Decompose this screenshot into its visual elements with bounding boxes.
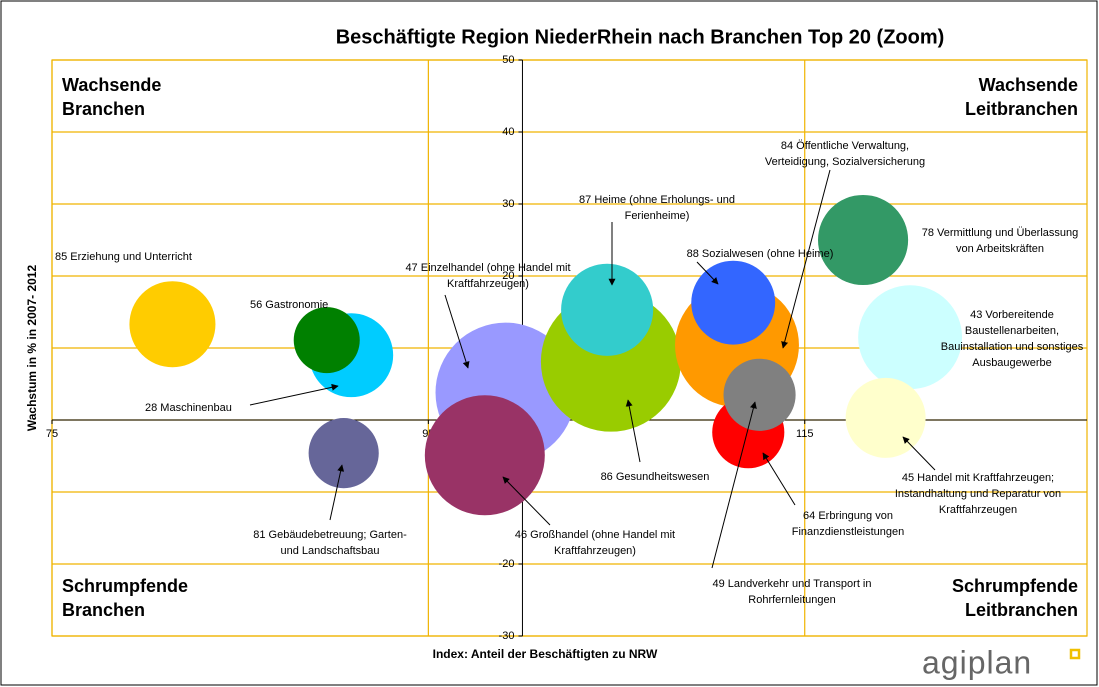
bubble-label: 88 Sozialwesen (ohne Heime) bbox=[687, 248, 834, 260]
bubble-label: Finanzdienstleistungen bbox=[792, 526, 905, 538]
bubble bbox=[818, 194, 909, 286]
bubble-label: 86 Gesundheitswesen bbox=[601, 471, 710, 483]
bubble-label: Verteidigung, Sozialversicherung bbox=[765, 156, 925, 168]
bubble bbox=[723, 358, 796, 431]
arrow bbox=[762, 452, 796, 506]
bubble bbox=[424, 395, 545, 516]
arrow bbox=[711, 401, 757, 569]
bubble bbox=[691, 260, 776, 345]
y-tick-label: 20 bbox=[502, 270, 514, 282]
bubble bbox=[858, 285, 963, 390]
quadrant-label: Branchen bbox=[62, 600, 145, 620]
arrow bbox=[902, 436, 936, 471]
y-tick-label: 50 bbox=[502, 54, 514, 66]
bubble-label: und Landschaftsbau bbox=[280, 545, 379, 557]
bubble-label: Instandhaltung und Reparatur von bbox=[895, 488, 1061, 500]
bubble-label: Baustellenarbeiten, bbox=[965, 325, 1059, 337]
bubble-label: 84 Öffentliche Verwaltung, bbox=[781, 140, 909, 152]
bubble bbox=[308, 418, 379, 489]
y-tick-label: 40 bbox=[502, 126, 514, 138]
bubble-label: 45 Handel mit Kraftfahrzeugen; bbox=[902, 472, 1054, 484]
y-tick-label: -20 bbox=[499, 558, 515, 570]
bubble-label: Rohrfernleitungen bbox=[748, 594, 835, 606]
chart-title: Beschäftigte Region NiederRhein nach Bra… bbox=[336, 26, 945, 48]
logo-icon bbox=[1069, 648, 1081, 660]
arrow bbox=[444, 294, 470, 369]
bubble bbox=[845, 377, 926, 458]
quadrant-label: Wachsende bbox=[979, 75, 1078, 95]
bubble-label: von Arbeitskräften bbox=[956, 243, 1044, 255]
arrow bbox=[329, 464, 345, 521]
quadrant-label: Schrumpfende bbox=[952, 576, 1078, 596]
bubble-label: Kraftfahrzeugen) bbox=[447, 278, 529, 290]
bubble bbox=[129, 281, 216, 368]
y-tick-label: -30 bbox=[499, 630, 515, 642]
bubble bbox=[561, 263, 654, 356]
bubble-label: 28 Maschinenbau bbox=[145, 402, 232, 414]
bubbles bbox=[129, 194, 963, 516]
bubble-label: 56 Gastronomie bbox=[250, 299, 328, 311]
bubble-label: 43 Vorbereitende bbox=[970, 309, 1054, 321]
bubble-label: 87 Heime (ohne Erholungs- und bbox=[579, 194, 735, 206]
bubble-label: 64 Erbringung von bbox=[803, 510, 893, 522]
arrow bbox=[249, 383, 339, 406]
quadrant-label: Wachsende bbox=[62, 75, 161, 95]
bubble-label: Ferienheime) bbox=[625, 210, 690, 222]
quadrant-label: Branchen bbox=[62, 99, 145, 119]
bubble-label: 81 Gebäudebetreuung; Garten- bbox=[253, 529, 407, 541]
bubble-label: Kraftfahrzeugen bbox=[939, 504, 1017, 516]
quadrant-label: Leitbranchen bbox=[965, 99, 1078, 119]
bubble-label: 85 Erziehung und Unterricht bbox=[55, 251, 192, 263]
bubble bbox=[293, 307, 360, 374]
bubble-label: 78 Vermittlung und Überlassung bbox=[922, 227, 1079, 239]
x-tick-label: 75 bbox=[46, 428, 58, 440]
logo: agiplan bbox=[922, 644, 1032, 680]
quadrant-label: Schrumpfende bbox=[62, 576, 188, 596]
bubble-label: Kraftfahrzeugen) bbox=[554, 545, 636, 557]
arrow bbox=[696, 261, 719, 285]
bubble-label: 46 Großhandel (ohne Handel mit bbox=[515, 529, 675, 541]
y-tick-label: 30 bbox=[502, 198, 514, 210]
quadrant-label: Leitbranchen bbox=[965, 600, 1078, 620]
bubble-label: 49 Landverkehr und Transport in bbox=[713, 578, 872, 590]
x-tick-label: 115 bbox=[796, 428, 814, 440]
y-axis-label: Wachstum in % in 2007- 2012 bbox=[25, 265, 39, 432]
bubble-label: Ausbaugewerbe bbox=[972, 357, 1052, 369]
arrow bbox=[502, 476, 551, 526]
bubble-label: 47 Einzelhandel (ohne Handel mit bbox=[405, 262, 570, 274]
bubble-label: Bauinstallation und sonstiges bbox=[941, 341, 1084, 353]
x-axis-label: Index: Anteil der Beschäftigten zu NRW bbox=[433, 647, 658, 661]
labels: Wachsende Branchen Wachsende Leitbranchen Sc… bbox=[55, 75, 1084, 620]
arrow bbox=[781, 169, 831, 349]
arrow bbox=[625, 399, 641, 463]
